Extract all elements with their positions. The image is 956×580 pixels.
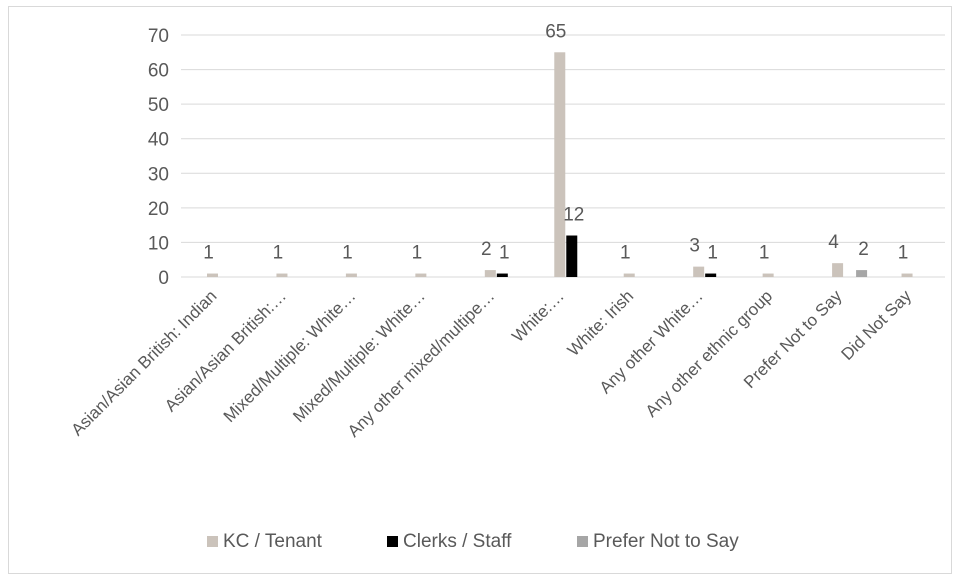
data-label: 1 — [707, 243, 718, 264]
y-tick-label: 40 — [148, 130, 169, 151]
y-tick-label: 30 — [148, 164, 169, 185]
bar-1 — [345, 273, 357, 277]
bar-1 — [415, 273, 427, 277]
legend-item: Prefer Not to Say — [577, 531, 739, 552]
data-label: 65 — [545, 21, 566, 42]
y-tick-label: 70 — [148, 26, 169, 47]
x-tick-label: Any other ethnic group — [642, 286, 776, 420]
bar-1 — [693, 266, 705, 277]
data-label: 1 — [759, 243, 770, 264]
bar-1 — [207, 273, 218, 277]
legend-label: Clerks / Staff — [403, 531, 512, 552]
bar-2 — [566, 235, 578, 277]
y-tick-label: 0 — [158, 268, 169, 289]
y-tick-label: 10 — [148, 233, 169, 254]
bar-1 — [484, 270, 496, 277]
legend-swatch — [207, 536, 218, 547]
data-label: 1 — [273, 243, 284, 264]
x-tick-label: Mixed/Multiple: White… — [289, 286, 429, 426]
x-tick-label: Asian/Asian British: Indian — [67, 286, 220, 439]
data-label: 1 — [620, 243, 631, 264]
bar-2 — [496, 273, 508, 277]
data-label: 1 — [499, 243, 510, 264]
data-label: 3 — [689, 236, 700, 257]
data-label: 1 — [412, 243, 423, 264]
y-tick-label: 50 — [148, 95, 169, 116]
bar-1 — [901, 273, 913, 277]
bar-1 — [554, 52, 566, 278]
data-label: 1 — [898, 243, 909, 264]
bar-2 — [705, 273, 717, 277]
data-label: 1 — [203, 243, 214, 264]
legend-swatch — [577, 536, 588, 547]
x-tick-label: Mixed/Multiple: White… — [220, 286, 360, 426]
y-tick-label: 60 — [148, 61, 169, 82]
legend-label: Prefer Not to Say — [593, 531, 739, 552]
bars — [207, 52, 913, 278]
legend-item: KC / Tenant — [207, 531, 323, 552]
legend-item: Clerks / Staff — [387, 531, 512, 552]
x-tick-label: White:… — [508, 286, 568, 346]
bar-1 — [623, 273, 635, 277]
bar-3 — [856, 270, 868, 277]
y-tick-label: 20 — [148, 199, 169, 220]
x-tick-label: White: Irish — [564, 286, 638, 360]
data-label: 4 — [828, 232, 839, 253]
data-label: 2 — [858, 239, 869, 260]
legend: KC / Tenant Clerks / Staff Prefer Not to S… — [207, 531, 739, 552]
bar-1 — [762, 273, 774, 277]
x-tick-label: Any other mixed/multipe… — [344, 286, 498, 440]
x-tick-label: Did Not Say — [838, 286, 916, 364]
y-axis-ticks: 0 10 20 30 40 50 60 70 — [148, 26, 169, 289]
legend-label: KC / Tenant — [223, 531, 323, 552]
data-label: 12 — [563, 205, 584, 226]
bar-1 — [276, 273, 288, 277]
legend-swatch — [387, 536, 398, 547]
data-label: 1 — [342, 243, 353, 264]
chart-frame: 0 10 20 30 40 50 60 70 1 1 1 1 2 1 65 12 1 3 1 1 4 2 1 Asian/… — [8, 6, 952, 574]
bar-1 — [832, 263, 844, 277]
data-label: 2 — [481, 239, 492, 260]
x-tick-label: Asian/Asian British:… — [161, 286, 290, 415]
